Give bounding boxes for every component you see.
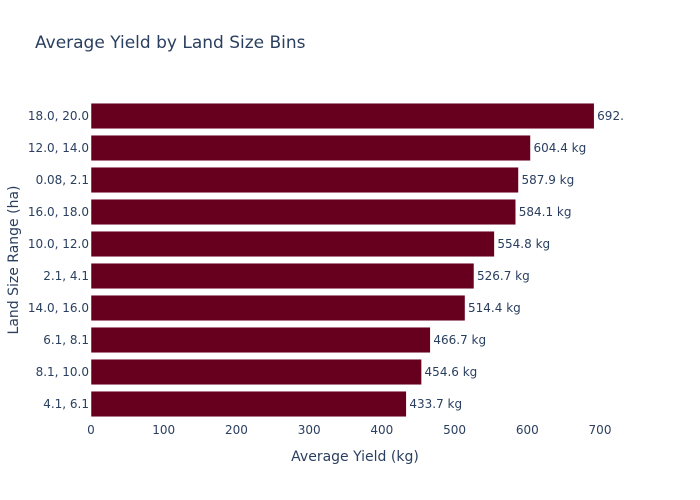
data-label: 514.4 kg <box>468 301 521 315</box>
bar <box>90 358 422 386</box>
x-tick-label: 100 <box>152 423 175 437</box>
data-label: 604.4 kg <box>533 141 586 155</box>
bar <box>90 102 595 130</box>
data-label: 433.7 kg <box>409 397 462 411</box>
data-label: 584.1 kg <box>519 205 572 219</box>
bar <box>90 326 431 354</box>
x-tick-label: 300 <box>298 423 321 437</box>
data-labels-layer: 692. 604.4 kg 587.9 kg 584.1 kg 554.8 kg 526.… <box>409 109 624 411</box>
y-tick-label: 10.0, 12.0 <box>28 237 89 251</box>
x-tick-label: 600 <box>516 423 539 437</box>
x-tick-label: 500 <box>443 423 466 437</box>
data-label: 454.6 kg <box>425 365 478 379</box>
y-tick-label: 16.0, 18.0 <box>28 205 89 219</box>
x-tick-label: 700 <box>589 423 612 437</box>
data-label: 587.9 kg <box>521 173 574 187</box>
x-tick-labels: 0 100 200 300 400 500 600 700 <box>87 423 611 437</box>
y-axis-title: Land Size Range (ha) <box>6 186 22 335</box>
y-tick-label: 14.0, 16.0 <box>28 301 89 315</box>
x-tick-label: 0 <box>87 423 95 437</box>
y-tick-label: 18.0, 20.0 <box>28 109 89 123</box>
y-tick-label: 12.0, 14.0 <box>28 141 89 155</box>
x-tick-label: 400 <box>370 423 393 437</box>
data-label: 554.8 kg <box>497 237 550 251</box>
y-tick-label: 0.08, 2.1 <box>36 173 89 187</box>
data-label: 692. <box>597 109 624 123</box>
bar <box>90 230 495 258</box>
data-label: 526.7 kg <box>477 269 530 283</box>
bars-layer <box>90 102 595 418</box>
bar <box>90 262 475 290</box>
bar <box>90 166 519 194</box>
data-label: 466.7 kg <box>433 333 486 347</box>
bar <box>90 294 466 322</box>
bar <box>90 134 531 162</box>
x-axis-title: Average Yield (kg) <box>291 449 419 465</box>
y-tick-label: 2.1, 4.1 <box>43 269 89 283</box>
bar <box>90 390 407 418</box>
x-tick-label: 200 <box>225 423 248 437</box>
y-tick-labels: 18.0, 20.0 12.0, 14.0 0.08, 2.1 16.0, 18.0 1… <box>28 109 89 411</box>
y-tick-label: 4.1, 6.1 <box>43 397 89 411</box>
chart-title: Average Yield by Land Size Bins <box>35 33 306 53</box>
bar <box>90 198 516 226</box>
y-tick-label: 6.1, 8.1 <box>43 333 89 347</box>
y-tick-label: 8.1, 10.0 <box>36 365 89 379</box>
